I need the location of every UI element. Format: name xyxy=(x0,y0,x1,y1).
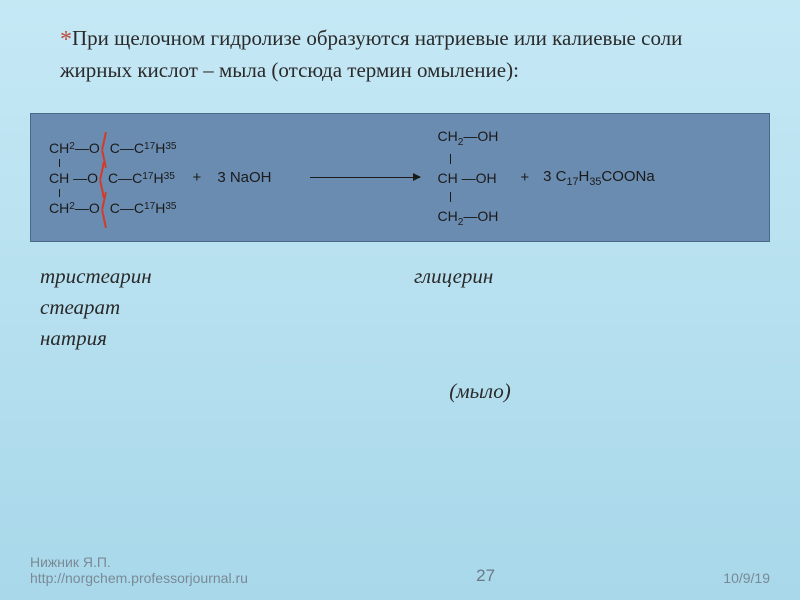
backbone-bond xyxy=(450,154,451,164)
chain-row-2: CH —OC—C17H35 O|| xyxy=(49,171,177,185)
label-tristearin: тристеарин xyxy=(40,264,404,289)
reagent-naoh: 3 NaOH xyxy=(217,169,271,186)
reactant-triglyceride: CH2—OC—C17H35 O|| CH —OC—C17H35 O|| CH2—… xyxy=(49,141,177,215)
labels-row-top: тристеарин глицерин xyxy=(40,264,740,289)
chain-row-3: CH2—OC—C17H35 O|| xyxy=(49,201,177,215)
glyc-row-3: CH2—OH xyxy=(438,208,499,228)
reaction-scheme: CH2—OC—C17H35 O|| CH —OC—C17H35 O|| CH2—… xyxy=(30,113,770,243)
reaction-arrow-icon xyxy=(310,177,420,178)
footer-author: Нижник Я.П. xyxy=(30,554,248,570)
label-sodium: натрия xyxy=(40,326,740,351)
product-glycerol: CH2—OH CH —OH CH2—OH xyxy=(438,128,499,228)
backbone-bond xyxy=(450,192,451,202)
label-glycerol: глицерин xyxy=(404,264,740,289)
chain-row-1: CH2—OC—C17H35 O|| xyxy=(49,141,177,155)
backbone-bond xyxy=(59,189,60,197)
footer-date: 10/9/19 xyxy=(723,570,770,586)
glyc-row-2: CH —OH xyxy=(438,170,499,186)
plus-sign: + xyxy=(520,169,529,186)
intro-text: При щелочном гидролизе образуются натрие… xyxy=(60,26,682,82)
backbone-bond xyxy=(59,159,60,167)
label-soap: (мыло) xyxy=(0,379,800,404)
footer-url: http://norgchem.professorjournal.ru xyxy=(30,570,248,586)
product-soap: 3 C17H35COONa xyxy=(543,168,655,188)
intro-paragraph: *При щелочном гидролизе образуются натри… xyxy=(0,0,800,95)
footer-page: 27 xyxy=(476,566,495,586)
footer-left: Нижник Я.П. http://norgchem.professorjou… xyxy=(30,554,248,586)
slide-footer: Нижник Я.П. http://norgchem.professorjou… xyxy=(30,554,770,586)
label-stearate: стеарат xyxy=(40,295,740,320)
asterisk-icon: * xyxy=(60,27,72,53)
plus-sign: + xyxy=(193,169,202,186)
glyc-row-1: CH2—OH xyxy=(438,128,499,148)
